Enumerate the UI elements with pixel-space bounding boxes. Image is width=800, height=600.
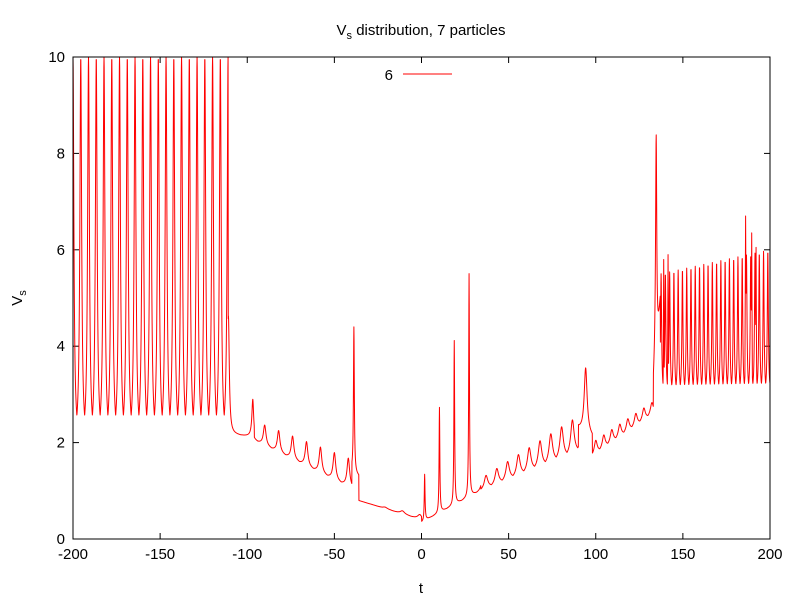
y-tick-label: 4	[57, 338, 65, 355]
x-tick-label: -200	[58, 546, 88, 563]
y-axis-title: Vs	[9, 290, 29, 306]
chart-title-subscript: s	[347, 30, 353, 42]
chart-title: Vs distribution, 7 particles	[337, 22, 506, 42]
y-tick-label: 0	[57, 531, 65, 548]
x-tick-label: -150	[145, 546, 175, 563]
legend: 6	[385, 67, 452, 84]
chart-title-main: V	[337, 22, 347, 39]
x-tick-label: 50	[500, 546, 517, 563]
x-tick-label: 0	[417, 546, 425, 563]
svg-text:Vs: Vs	[9, 290, 29, 306]
x-tick-label: -50	[324, 546, 346, 563]
y-tick-label: 2	[57, 435, 65, 452]
x-tick-label: 100	[583, 546, 608, 563]
y-tick-label: 6	[57, 242, 65, 259]
y-tick-label: 10	[48, 49, 65, 66]
legend-label: 6	[385, 67, 393, 84]
series-line-6	[73, 57, 770, 522]
x-tick-label: 150	[670, 546, 695, 563]
y-axis-title-main: V	[9, 296, 26, 306]
plot-border	[72, 56, 771, 540]
chart-title-rest: distribution, 7 particles	[352, 22, 505, 39]
x-tick-label: 200	[757, 546, 782, 563]
y-axis-title-subscript: s	[17, 290, 29, 296]
axis-tick-labels: -200 -150 -100 -50 0 50 100 150 200 0 2 4 6 8 10	[48, 49, 782, 563]
y-tick-label: 8	[57, 145, 65, 162]
x-tick-label: -100	[232, 546, 262, 563]
x-axis-title: t	[419, 580, 424, 597]
